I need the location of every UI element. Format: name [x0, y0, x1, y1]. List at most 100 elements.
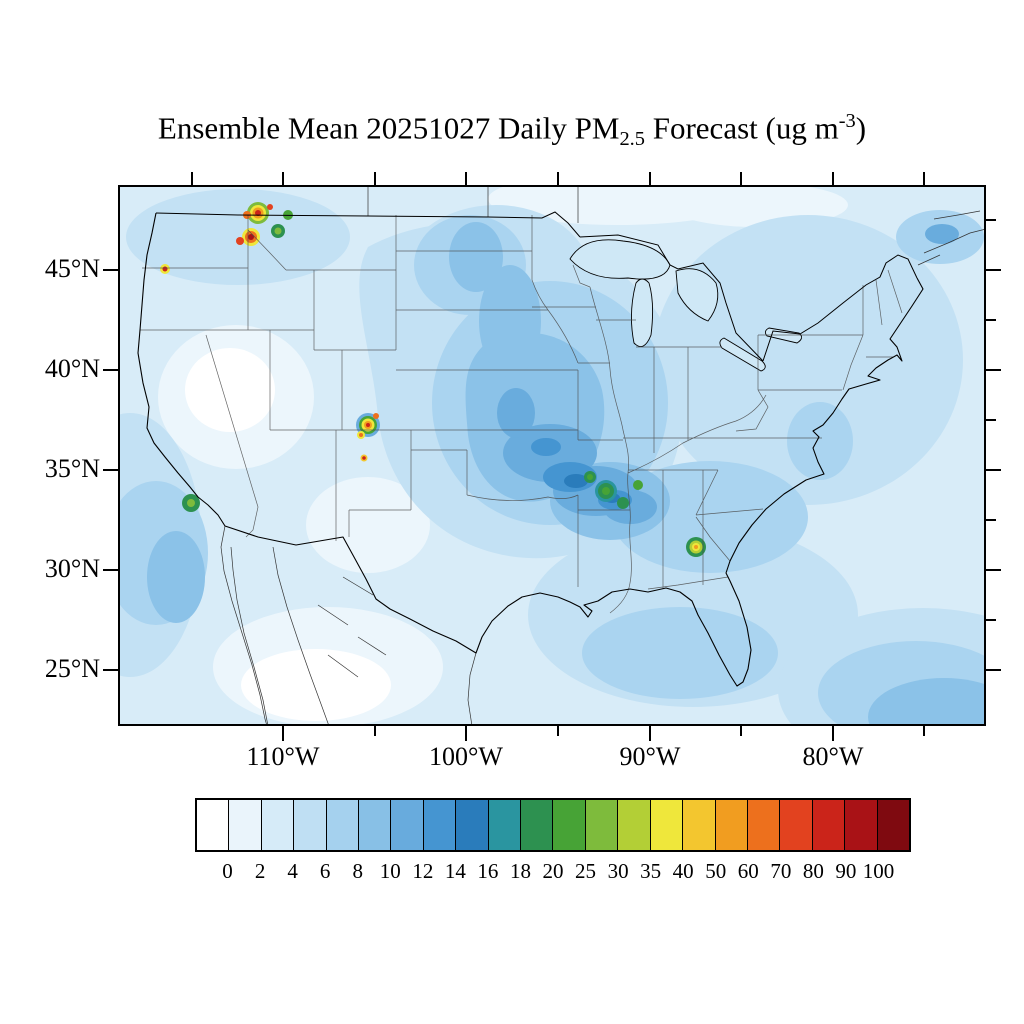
axis-tick — [649, 172, 651, 185]
axis-tick — [649, 726, 651, 741]
hotspot-ring — [587, 474, 593, 480]
axis-tick — [465, 726, 467, 741]
axis-tick — [103, 269, 118, 271]
lat-axis-label: 45°N — [44, 254, 100, 283]
colorbar-tick-label: 12 — [412, 859, 434, 883]
axis-tick — [282, 172, 284, 185]
axis-tick — [986, 619, 996, 621]
colorbar-tick-label: 100 — [862, 859, 895, 883]
colorbar-cell — [811, 800, 845, 850]
colorbar-tick-label: 18 — [509, 859, 531, 883]
colorbar-tick-label: 35 — [640, 859, 662, 883]
colorbar-tick-label: 14 — [444, 859, 466, 883]
colorbar-tick-label: 6 — [319, 859, 331, 883]
colorbar-tick-label: 80 — [802, 859, 824, 883]
hotspot-ring — [366, 423, 370, 427]
hotspot-ring — [362, 456, 366, 460]
coastline — [137, 212, 924, 687]
axis-tick — [282, 726, 284, 741]
foreign-borders — [220, 185, 986, 726]
title-suffix: ) — [855, 110, 867, 146]
hotspot-ring — [248, 234, 254, 240]
hotspot-ring — [236, 237, 244, 245]
colorbar-tick-label: 90 — [835, 859, 857, 883]
axis-tick — [832, 172, 834, 185]
colorbar-cell — [682, 800, 715, 850]
axis-tick — [986, 469, 1001, 471]
colorbar-tick-label: 40 — [672, 859, 694, 883]
axis-tick — [191, 172, 193, 185]
colorbar-cell — [746, 800, 780, 850]
lon-axis-label: 90°W — [619, 742, 681, 771]
axis-tick — [986, 319, 996, 321]
map-panel — [118, 185, 986, 726]
axis-tick — [986, 669, 1001, 671]
colorbar-tick-label: 20 — [542, 859, 564, 883]
colorbar-cell — [520, 800, 553, 850]
axis-tick — [103, 469, 118, 471]
title-subscript: 2.5 — [619, 127, 645, 150]
page-title: Ensemble Mean 20251027 Daily PM2.5 Forec… — [0, 110, 1024, 151]
colorbar-cell — [422, 800, 456, 850]
hotspot-markers — [160, 202, 706, 557]
colorbar-cell — [358, 800, 391, 850]
lat-axis-label: 40°N — [44, 354, 100, 383]
hotspot-ring — [187, 499, 195, 507]
hotspot-ring — [267, 204, 273, 210]
hotspot-ring — [162, 266, 168, 272]
lon-axis-label: 100°W — [429, 742, 503, 771]
colorbar-tick-label: 60 — [737, 859, 759, 883]
axis-tick — [986, 369, 1001, 371]
colorbar-cell — [584, 800, 618, 850]
axis-tick — [374, 726, 376, 736]
colorbar-cell — [293, 800, 326, 850]
colorbar-tick-label: 25 — [575, 859, 597, 883]
hotspot-ring — [694, 545, 698, 549]
colorbar-cell — [260, 800, 294, 850]
colorbar-cell — [197, 800, 229, 850]
axis-tick — [986, 269, 1001, 271]
lat-axis-label: 30°N — [44, 554, 100, 583]
lat-axis-label: 35°N — [44, 454, 100, 483]
colorbar-tick-label: 8 — [352, 859, 363, 883]
axis-tick — [923, 726, 925, 736]
axis-tick — [986, 219, 996, 221]
axis-tick — [374, 172, 376, 185]
hotspot-ring — [359, 433, 363, 437]
axis-tick — [740, 172, 742, 185]
colorbar-cell — [228, 800, 261, 850]
axis-tick — [103, 569, 118, 571]
colorbar-cell — [714, 800, 747, 850]
colorbar-cell — [552, 800, 585, 850]
colorbar-cell — [617, 800, 650, 850]
map-frame — [118, 185, 986, 726]
colorbar-cell — [455, 800, 488, 850]
colorbar-cell — [876, 800, 909, 850]
title-text: Ensemble Mean 20251027 Daily PM — [157, 110, 620, 146]
axis-tick — [740, 726, 742, 736]
lon-axis-label: 80°W — [802, 742, 864, 771]
axis-tick — [103, 669, 118, 671]
colorbar-tick-label: 50 — [705, 859, 727, 883]
colorbar-cell — [649, 800, 683, 850]
lat-axis-label: 25°N — [44, 654, 100, 683]
axis-tick — [557, 726, 559, 736]
colorbar-tick-label: 70 — [770, 859, 792, 883]
axis-tick — [465, 172, 467, 185]
colorbar-tick-label: 16 — [477, 859, 499, 883]
axis-tick — [832, 726, 834, 741]
colorbar — [195, 798, 911, 852]
axis-tick — [103, 369, 118, 371]
colorbar-cell — [779, 800, 812, 850]
hotspot-ring — [255, 210, 261, 216]
lon-axis-label: 110°W — [246, 742, 320, 771]
axis-tick — [923, 172, 925, 185]
colorbar-cell — [390, 800, 423, 850]
canada-border — [155, 211, 918, 362]
axis-tick — [986, 419, 996, 421]
hotspot-ring — [274, 227, 282, 235]
title-middle: Forecast (ug m — [644, 110, 839, 146]
map-svg — [118, 185, 986, 726]
title-superscript: -3 — [838, 110, 856, 132]
